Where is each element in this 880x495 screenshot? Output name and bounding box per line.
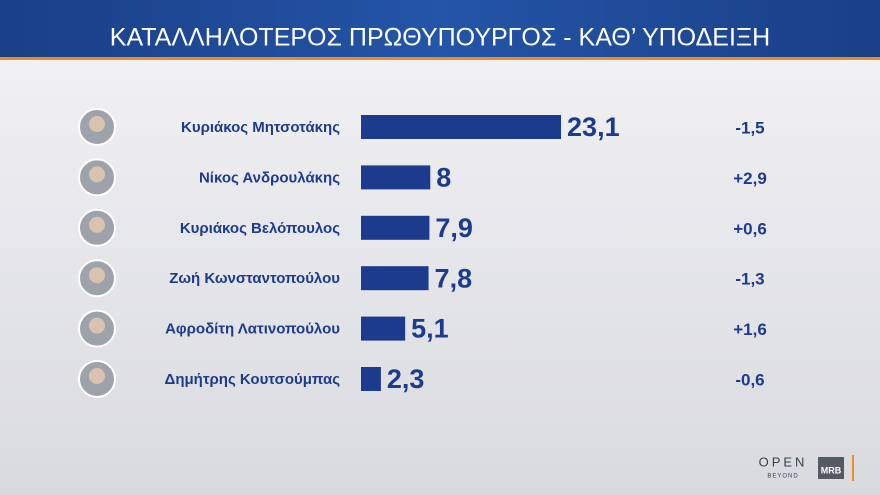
avatar-face xyxy=(89,216,105,233)
channel-logo: OPEN xyxy=(759,454,808,469)
change-label: +2,9 xyxy=(733,169,767,188)
pollster-logo: MRB xyxy=(821,465,842,475)
candidate-name: Αφροδίτη Λατινοπούλου xyxy=(165,321,340,338)
value-label: 8 xyxy=(436,163,451,193)
candidate-name: Κυριάκος Μητσοτάκης xyxy=(181,119,340,136)
avatar-face xyxy=(89,267,105,284)
value-label: 2,3 xyxy=(387,364,425,394)
avatar-face xyxy=(89,116,105,132)
change-label: -1,5 xyxy=(735,118,764,137)
header-bar xyxy=(0,0,880,57)
candidate-name: Δημήτρης Κουτσούμπας xyxy=(165,371,341,388)
value-label: 5,1 xyxy=(411,314,449,344)
value-label: 7,8 xyxy=(435,263,473,293)
change-label: -0,6 xyxy=(735,370,764,389)
bar xyxy=(361,266,429,291)
bar xyxy=(361,115,562,139)
value-label: 23,1 xyxy=(567,112,620,142)
avatar-face xyxy=(89,166,105,183)
chart-title: ΚΑΤΑΛΛΗΛΟΤΕΡΟΣ ΠΡΩΘΥΠΟΥΡΓΟΣ - ΚΑΘ’ ΥΠΟΔΕ… xyxy=(110,24,770,52)
pollster-logo-box xyxy=(818,457,844,479)
change-label: +0,6 xyxy=(733,219,767,238)
logo-accent xyxy=(852,455,854,481)
bar xyxy=(361,165,431,190)
change-label: +1,6 xyxy=(733,320,767,339)
candidate-name: Ζωή Κωνσταντοπούλου xyxy=(169,270,340,287)
candidate-name: Νίκος Ανδρουλάκης xyxy=(199,169,340,186)
bar xyxy=(361,316,406,341)
change-label: -1,3 xyxy=(735,270,764,289)
candidate-name: Κυριάκος Βελόπουλος xyxy=(180,220,340,237)
channel-tagline: BEYOND xyxy=(767,474,798,480)
header-accent xyxy=(0,57,880,60)
bar xyxy=(361,367,381,391)
avatar-face xyxy=(89,368,105,384)
bar xyxy=(361,215,430,240)
avatar-face xyxy=(89,317,105,334)
value-label: 7,9 xyxy=(435,213,473,243)
